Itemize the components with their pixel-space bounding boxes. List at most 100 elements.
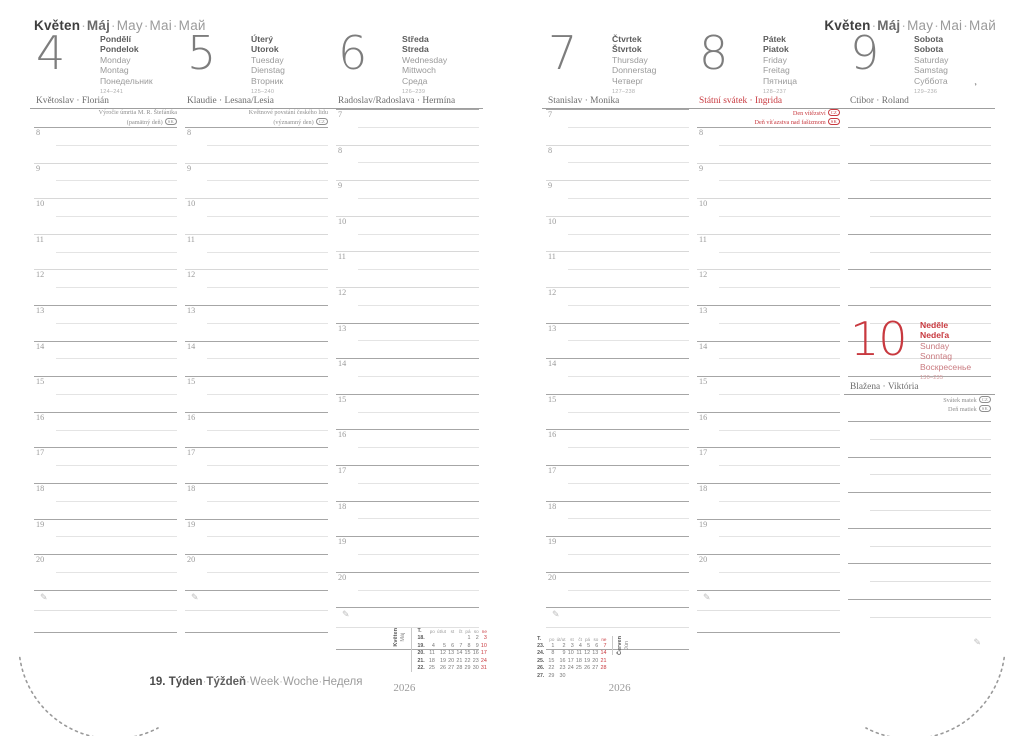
mini-day-cell[interactable]: 9 — [562, 650, 566, 657]
hour-row-12[interactable]: 12 — [693, 269, 844, 305]
hour-row-13[interactable]: 13 — [542, 322, 693, 359]
hour-row-19[interactable]: 19 — [332, 536, 483, 572]
mini-day-cell[interactable]: 1 — [467, 635, 471, 642]
notes-area[interactable]: ✎ — [542, 607, 693, 653]
hour-row-18[interactable]: 18 — [30, 482, 181, 519]
hour-row-8[interactable]: 8 — [30, 127, 181, 163]
hour-row-19[interactable]: 19 — [693, 518, 844, 555]
hour-row-11[interactable]: 11 — [542, 251, 693, 287]
notes-area[interactable]: ✎ — [332, 607, 483, 653]
hour-row-17[interactable]: 17 — [693, 447, 844, 483]
hour-row-14[interactable]: 14 — [30, 340, 181, 377]
hour-row-9[interactable]: 9 — [181, 162, 332, 199]
hour-row-9[interactable]: 9 — [30, 162, 181, 199]
hour-row-19[interactable]: 19 — [542, 536, 693, 572]
mini-day-cell[interactable]: 2 — [475, 635, 479, 642]
mini-day-cell[interactable] — [428, 635, 436, 642]
mini-day-cell[interactable] — [436, 635, 447, 642]
mini-day-cell[interactable]: 9 — [475, 642, 479, 649]
mini-day-cell[interactable] — [591, 673, 599, 680]
hour-row-16[interactable]: 16 — [542, 429, 693, 465]
mini-day-cell[interactable]: 14 — [600, 650, 607, 657]
mini-day-cell[interactable] — [447, 635, 455, 642]
hour-row-14[interactable]: 14 — [542, 358, 693, 394]
mini-day-cell[interactable]: 20 — [592, 657, 599, 664]
mini-day-cell[interactable]: 18 — [575, 657, 582, 664]
mini-day-cell[interactable]: 12 — [439, 650, 446, 657]
mini-day-cell[interactable]: 28 — [600, 665, 607, 672]
mini-day-cell[interactable]: 14 — [456, 650, 463, 657]
mini-day-cell[interactable]: 2 — [562, 642, 566, 649]
mini-day-cell[interactable]: 20 — [448, 657, 455, 664]
hour-row-8[interactable]: 8 — [181, 127, 332, 163]
hour-row-20[interactable]: 20 — [332, 571, 483, 608]
mini-day-cell[interactable]: 18 — [428, 657, 435, 664]
hour-row-15[interactable]: 15 — [693, 376, 844, 412]
mini-day-cell[interactable] — [575, 673, 583, 680]
hour-row-19[interactable]: 19 — [30, 518, 181, 555]
hour-row-11[interactable]: 11 — [181, 233, 332, 270]
mini-day-cell[interactable]: 30 — [472, 665, 479, 672]
mini-day-cell[interactable]: 15 — [464, 650, 471, 657]
mini-day-cell[interactable] — [567, 673, 575, 680]
mini-day-cell[interactable]: 31 — [480, 665, 487, 672]
hour-row-20[interactable]: 20 — [181, 554, 332, 590]
hour-row-14[interactable]: 14 — [693, 340, 844, 377]
mini-day-cell[interactable]: 8 — [467, 642, 471, 649]
hour-row-14[interactable]: 14 — [181, 340, 332, 377]
mini-day-cell[interactable]: 19 — [439, 657, 446, 664]
hour-row-8[interactable]: 8 — [693, 127, 844, 163]
hour-row-17[interactable]: 17 — [542, 464, 693, 501]
mini-day-cell[interactable]: 26 — [584, 665, 591, 672]
mini-day-cell[interactable]: 6 — [595, 642, 599, 649]
mini-day-cell[interactable]: 4 — [578, 642, 582, 649]
hour-row-18[interactable]: 18 — [542, 500, 693, 537]
mini-day-cell[interactable]: 23 — [472, 657, 479, 664]
hour-row-11[interactable]: 11 — [30, 233, 181, 270]
hour-row-10[interactable]: 10 — [181, 198, 332, 234]
hour-row-16[interactable]: 16 — [693, 411, 844, 448]
mini-day-cell[interactable] — [583, 673, 591, 680]
hour-row-10[interactable]: 10 — [332, 215, 483, 252]
mini-day-cell[interactable]: 7 — [603, 642, 607, 649]
hour-row-10[interactable]: 10 — [542, 215, 693, 252]
mini-day-cell[interactable]: 25 — [428, 665, 435, 672]
hour-row-15[interactable]: 15 — [542, 393, 693, 430]
mini-day-cell[interactable]: 22 — [464, 657, 471, 664]
hour-row-11[interactable]: 11 — [332, 251, 483, 287]
mini-day-cell[interactable]: 5 — [587, 642, 591, 649]
mini-day-cell[interactable]: 24 — [480, 657, 487, 664]
sunday-writing-area[interactable]: ✎ — [844, 415, 995, 655]
mini-day-cell[interactable] — [455, 635, 463, 642]
mini-day-cell[interactable]: 25 — [575, 665, 582, 672]
mini-day-cell[interactable]: 27 — [448, 665, 455, 672]
mini-day-cell[interactable]: 30 — [559, 672, 566, 679]
hour-row-9[interactable]: 9 — [332, 180, 483, 216]
hour-row-12[interactable]: 12 — [30, 269, 181, 305]
hour-row-14[interactable]: 14 — [332, 358, 483, 394]
mini-day-cell[interactable]: 3 — [570, 642, 574, 649]
mini-day-cell[interactable]: 7 — [459, 642, 463, 649]
mini-day-cell[interactable]: 24 — [567, 665, 574, 672]
mini-day-cell[interactable]: 13 — [448, 650, 455, 657]
mini-day-cell[interactable]: 6 — [451, 642, 455, 649]
mini-day-cell[interactable]: 21 — [456, 657, 463, 664]
mini-day-cell[interactable]: 28 — [456, 665, 463, 672]
hour-row-11[interactable]: 11 — [693, 233, 844, 270]
mini-day-cell[interactable]: 1 — [551, 642, 555, 649]
hour-row-13[interactable]: 13 — [693, 304, 844, 341]
mini-day-cell[interactable]: 21 — [600, 657, 607, 664]
mini-day-cell[interactable]: 17 — [480, 650, 487, 657]
mini-day-cell[interactable]: 19 — [584, 657, 591, 664]
mini-calendar-may[interactable]: Květen Máj T. po út/ut st čt pá so ne 18. 1 2 3 19. 4 5 6… — [393, 628, 488, 694]
hour-row-15[interactable]: 15 — [181, 376, 332, 412]
hour-row-10[interactable]: 10 — [693, 198, 844, 234]
mini-day-cell[interactable]: 12 — [584, 650, 591, 657]
hour-row-9[interactable]: 9 — [542, 180, 693, 216]
mini-day-cell[interactable]: 11 — [429, 650, 435, 657]
notes-area[interactable]: ✎ — [181, 589, 332, 636]
notes-area[interactable]: ✎ — [30, 589, 181, 636]
mini-day-cell[interactable] — [599, 673, 607, 680]
mini-day-cell[interactable]: 11 — [576, 650, 582, 657]
mini-day-cell[interactable]: 27 — [592, 665, 599, 672]
